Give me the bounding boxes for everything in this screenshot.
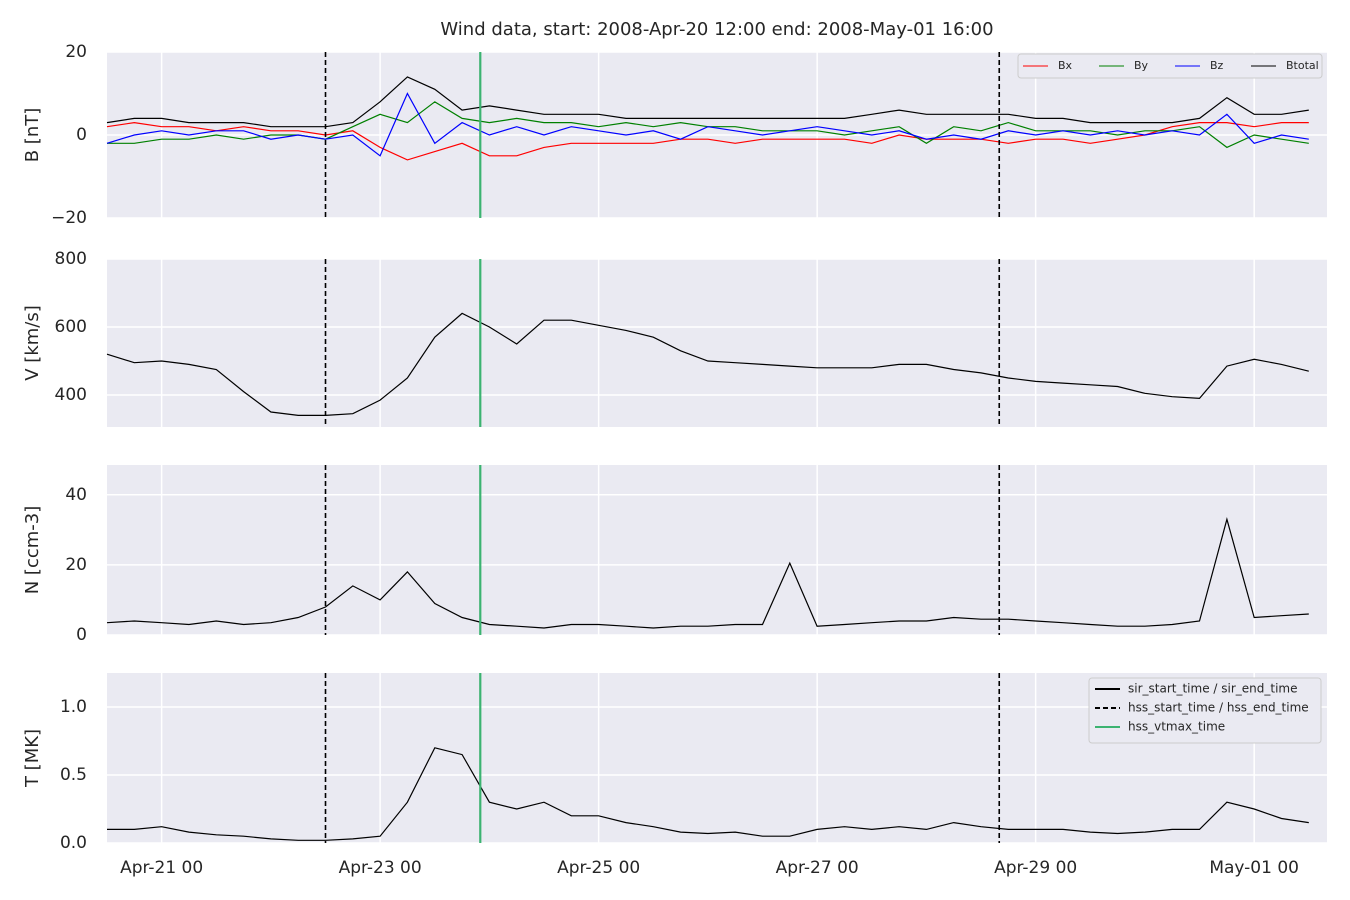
- legend-box: [1088, 677, 1322, 744]
- x-tick-label: May-01 00: [1209, 858, 1299, 878]
- y-tick-label: 0.0: [60, 833, 87, 853]
- x-tick-label: Apr-27 00: [776, 858, 859, 878]
- legend-label: Bx: [1058, 59, 1073, 72]
- legend-box: [1017, 53, 1323, 79]
- legend-label: Btotal: [1286, 59, 1319, 72]
- x-tick-label: Apr-25 00: [557, 858, 640, 878]
- y-tick-label: 0.5: [60, 765, 87, 785]
- y-axis-label: B [nT]: [22, 108, 43, 163]
- data-line: [106, 121, 1309, 161]
- y-tick-label: 0: [76, 125, 87, 145]
- y-tick-label: −20: [51, 208, 87, 228]
- legend-label: hss_vtmax_time: [1128, 720, 1225, 734]
- y-axis-label: N [ccm-3]: [22, 506, 43, 595]
- chart-title: Wind data, start: 2008-Apr-20 12:00 end:…: [440, 19, 993, 40]
- y-axis-label: T [MK]: [22, 729, 43, 788]
- data-line: [107, 747, 1309, 841]
- y-tick-label: 0: [76, 625, 87, 645]
- data-line: [106, 517, 1309, 629]
- y-tick-label: 20: [65, 555, 87, 575]
- y-tick-label: 1.0: [60, 697, 87, 717]
- y-tick-label: 20: [65, 42, 87, 62]
- y-tick-label: 400: [55, 385, 87, 405]
- x-tick-label: Apr-21 00: [120, 858, 203, 878]
- data-line: [106, 312, 1309, 416]
- legend-label: By: [1134, 59, 1149, 72]
- x-tick-label: Apr-23 00: [339, 858, 422, 878]
- plot-background: [107, 259, 1327, 427]
- plot-background: [107, 465, 1327, 635]
- y-tick-label: 600: [55, 317, 87, 337]
- y-tick-label: 40: [65, 485, 87, 505]
- data-line: [106, 92, 1309, 157]
- y-axis-label: V [km/s]: [22, 305, 43, 380]
- legend-label: Bz: [1210, 59, 1224, 72]
- y-tick-label: 800: [55, 249, 87, 269]
- data-line: [106, 76, 1309, 128]
- x-tick-label: Apr-29 00: [994, 858, 1077, 878]
- legend-label: hss_start_time / hss_end_time: [1128, 701, 1309, 715]
- legend-label: sir_start_time / sir_end_time: [1128, 682, 1298, 696]
